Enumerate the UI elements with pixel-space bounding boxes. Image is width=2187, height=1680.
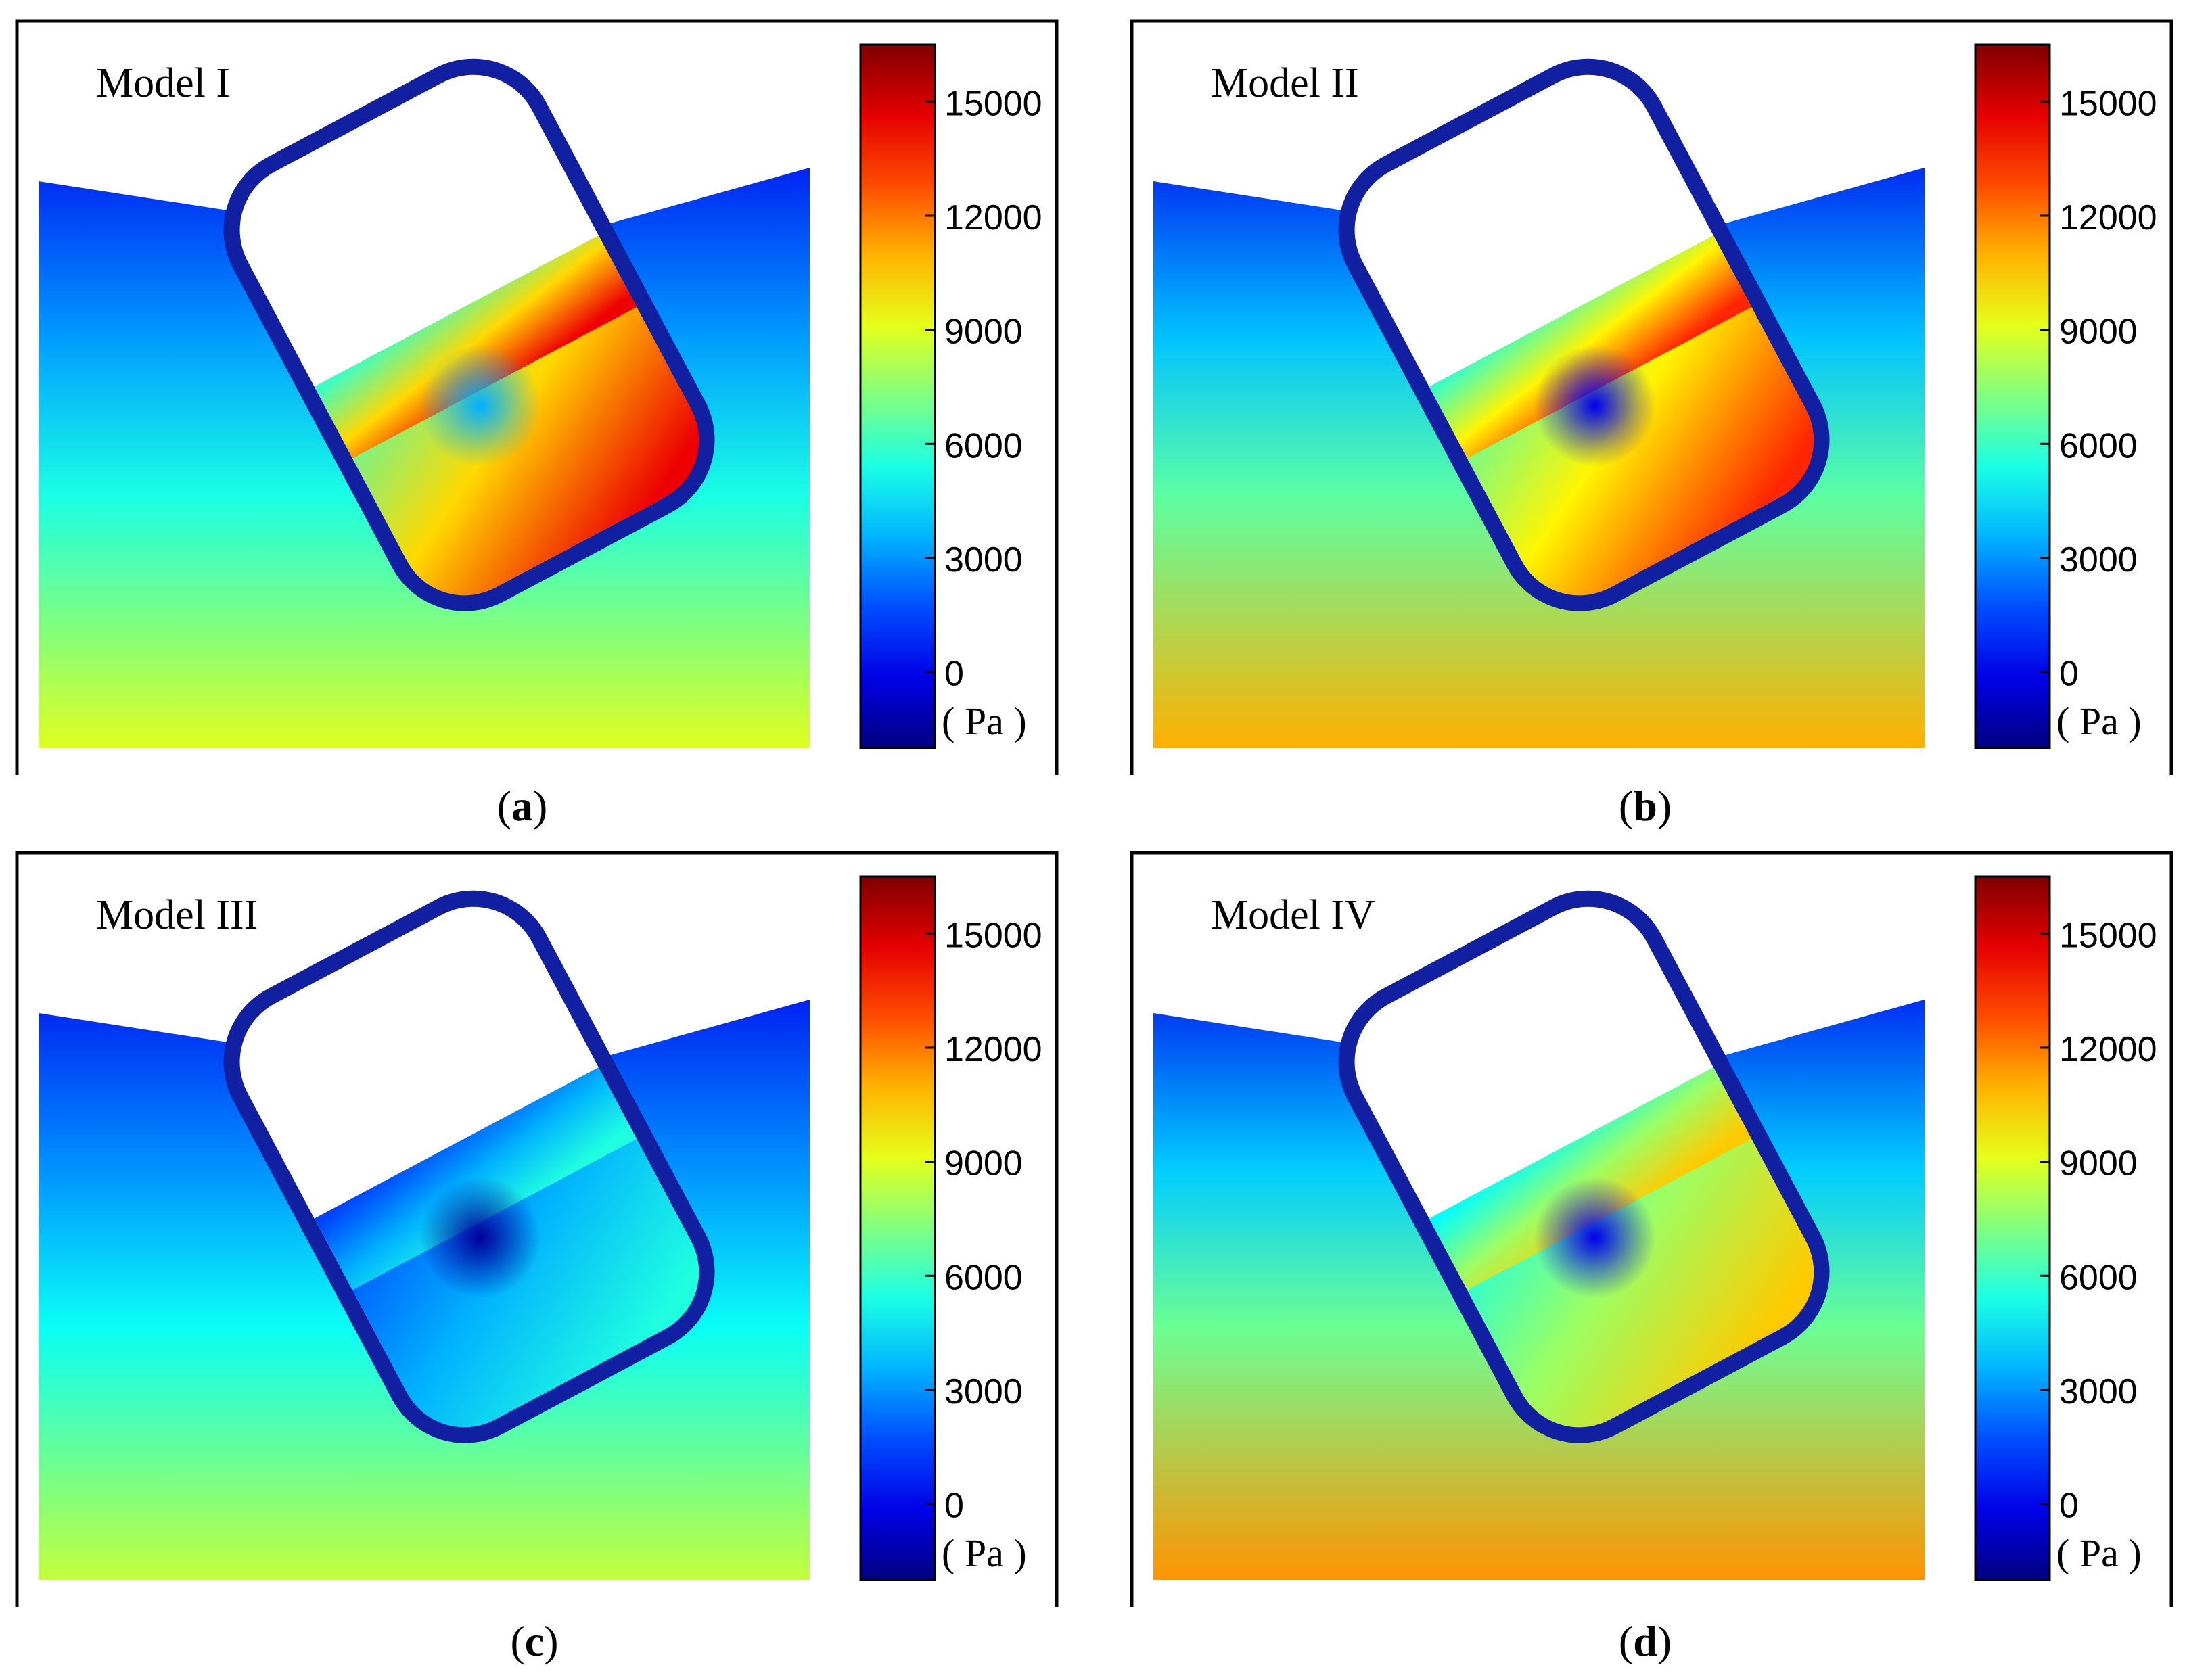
colorbar-tick-label: 9000 xyxy=(2059,1144,2138,1184)
chart-svg-c: Model III 15000 12000 9000 6000 3000 0 ( Pa ) xyxy=(15,851,1059,1607)
colorbar-tick-label: 6000 xyxy=(944,1258,1023,1297)
colorbar-tick-label: 9000 xyxy=(2059,312,2138,352)
colorbar-tick-label: 15000 xyxy=(2059,84,2157,123)
colorbar-tick-label: 15000 xyxy=(944,84,1042,123)
colorbar-unit: ( Pa ) xyxy=(2056,699,2142,743)
model-label: Model I xyxy=(96,60,230,106)
plot-frame xyxy=(15,851,1059,1607)
colorbar-tick-label: 12000 xyxy=(2059,198,2157,237)
colorbar-tick-label: 0 xyxy=(2059,1487,2079,1526)
colorbar xyxy=(1974,875,2051,1581)
chart-svg-a: Model I 15000 12000 9000 6000 3000 0 ( Pa ) xyxy=(15,19,1059,775)
colorbar-tick-label: 12000 xyxy=(2059,1030,2157,1069)
colorbar xyxy=(859,43,936,749)
model-label: Model II xyxy=(1211,60,1359,106)
panel-b: Model II 15000 12000 9000 6000 3000 0 ( Pa ) xyxy=(1130,19,2177,776)
colorbar xyxy=(859,875,936,1581)
colorbar-tick-label: 9000 xyxy=(944,1144,1023,1184)
model-label: Model IV xyxy=(1211,892,1375,938)
colorbar-tick-label: 9000 xyxy=(944,312,1023,352)
vortex-spot xyxy=(419,1176,541,1299)
plot-frame xyxy=(1130,851,2173,1607)
caption-d: (d) xyxy=(1618,1617,1672,1665)
colorbar-tick-label: 15000 xyxy=(944,916,1042,955)
colorbar-tick-label: 0 xyxy=(944,1487,964,1526)
caption-b: (b) xyxy=(1618,782,1672,830)
colorbar-tick-label: 3000 xyxy=(944,1372,1023,1411)
colorbar-tick-label: 0 xyxy=(944,655,964,694)
model-label: Model III xyxy=(96,892,258,938)
colorbar-unit: ( Pa ) xyxy=(942,699,1027,743)
colorbar-tick-label: 6000 xyxy=(2059,426,2138,465)
colorbar xyxy=(1974,43,2051,749)
colorbar-tick-label: 12000 xyxy=(944,198,1042,237)
panel-c: Model III 15000 12000 9000 6000 3000 0 ( Pa ) xyxy=(15,851,1062,1608)
colorbar-tick-label: 6000 xyxy=(944,426,1023,465)
colorbar-tick-label: 3000 xyxy=(2059,540,2138,580)
colorbar-tick-label: 3000 xyxy=(944,540,1023,580)
colorbar-unit: ( Pa ) xyxy=(2056,1531,2142,1575)
vortex-spot xyxy=(419,344,541,467)
panel-d: Model IV 15000 12000 9000 6000 3000 0 ( Pa ) xyxy=(1130,851,2177,1608)
colorbar-unit: ( Pa ) xyxy=(942,1531,1027,1575)
colorbar-tick-label: 12000 xyxy=(944,1030,1042,1069)
colorbar-tick-label: 15000 xyxy=(2059,916,2157,955)
colorbar-tick-label: 0 xyxy=(2059,655,2079,694)
plot-frame xyxy=(1130,19,2173,775)
panel-a: Model I 15000 12000 9000 6000 3000 0 ( Pa ) xyxy=(15,19,1062,776)
chart-svg-b: Model II 15000 12000 9000 6000 3000 0 ( Pa ) xyxy=(1130,19,2173,775)
vortex-spot xyxy=(1534,1176,1656,1299)
colorbar-tick-label: 6000 xyxy=(2059,1258,2138,1297)
caption-c: (c) xyxy=(510,1617,559,1665)
caption-a: (a) xyxy=(497,782,548,830)
colorbar-tick-label: 3000 xyxy=(2059,1372,2138,1411)
plot-frame xyxy=(15,19,1059,775)
chart-svg-d: Model IV 15000 12000 9000 6000 3000 0 ( Pa ) xyxy=(1130,851,2173,1607)
vortex-spot xyxy=(1534,344,1656,467)
